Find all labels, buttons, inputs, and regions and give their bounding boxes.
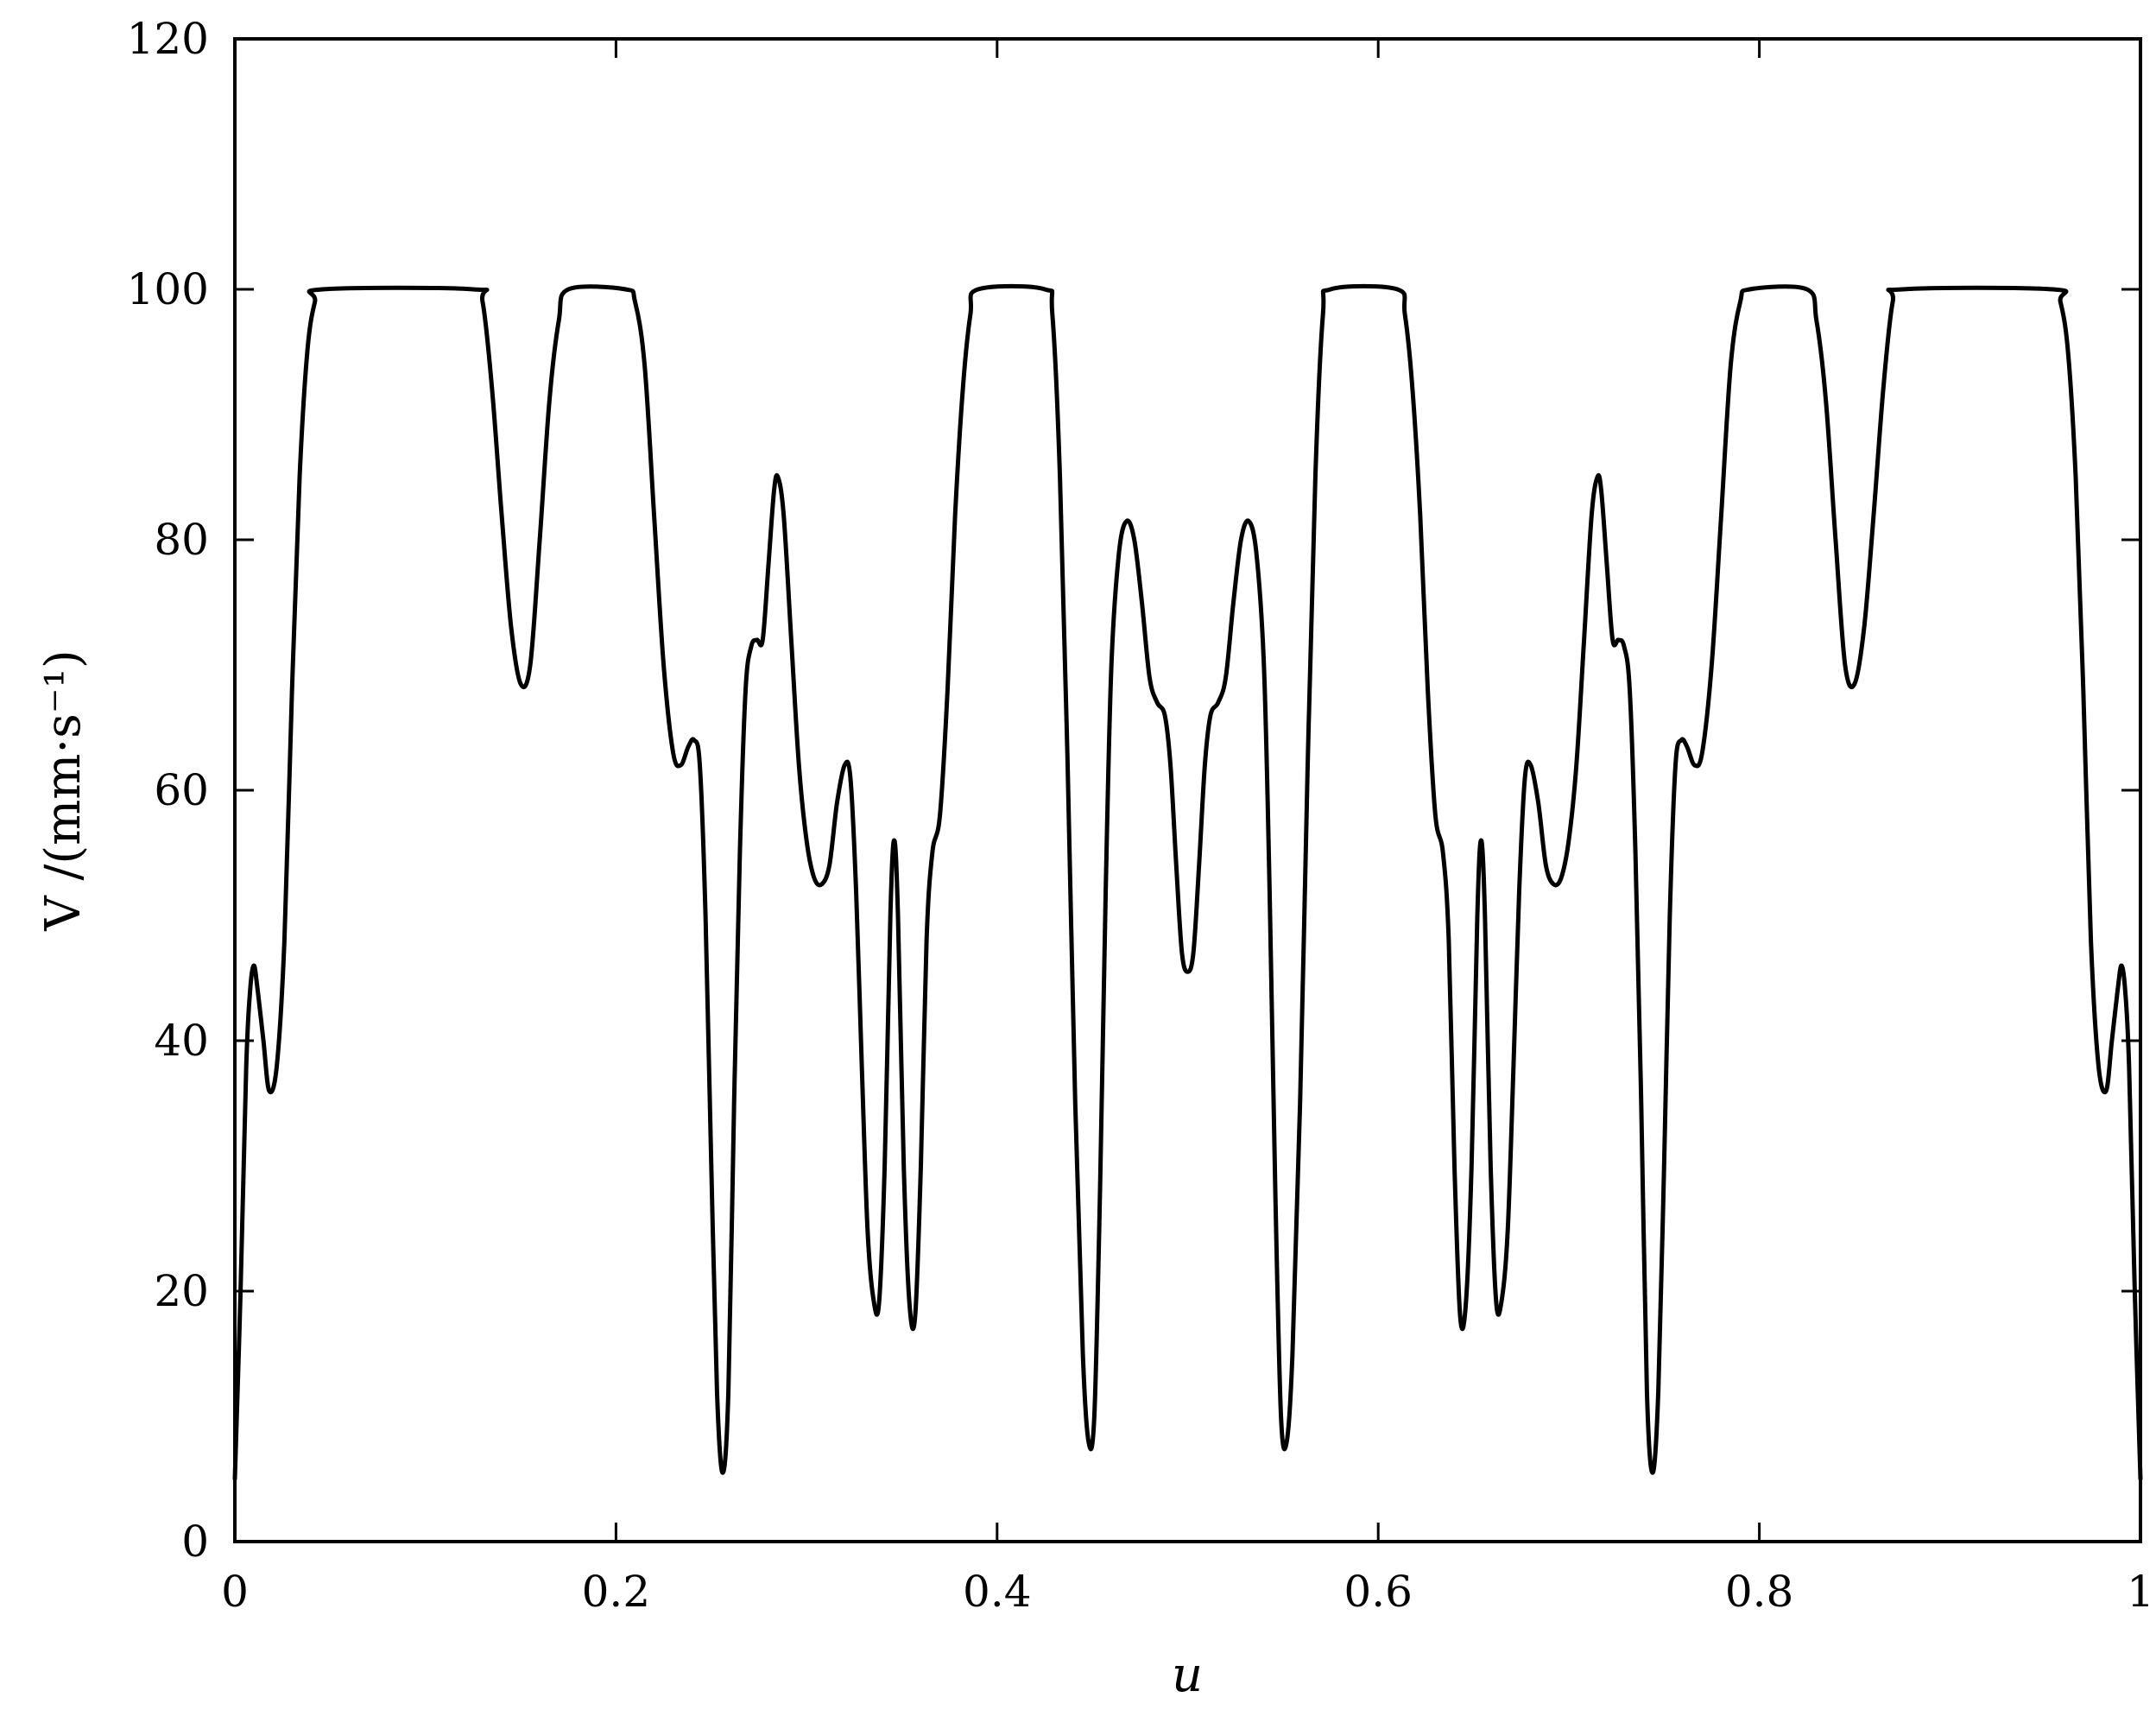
x-tick-label: 0 xyxy=(221,1567,249,1617)
y-axis-title: V /(mm·s⁻¹) xyxy=(35,649,92,932)
x-tick-label: 0.2 xyxy=(582,1567,651,1617)
x-tick-label: 0.8 xyxy=(1725,1567,1794,1617)
y-tick-label: 0 xyxy=(181,1517,209,1567)
y-tick-label: 100 xyxy=(127,264,209,314)
plot-frame xyxy=(233,37,2142,1543)
y-tick-label: 120 xyxy=(127,14,209,64)
x-axis-title: u xyxy=(1172,1647,1203,1703)
x-tick-label: 0.4 xyxy=(963,1567,1032,1617)
axis-ticks xyxy=(233,37,2142,1543)
y-tick-label: 40 xyxy=(154,1016,209,1066)
y-tick-label: 20 xyxy=(154,1266,209,1316)
series-line-0 xyxy=(232,283,2143,1481)
y-tick-label: 80 xyxy=(154,515,209,565)
y-tick-labels: 0 20 40 60 80 100 120 xyxy=(127,14,209,1567)
x-tick-labels: 0 0.2 0.4 0.6 0.8 1 xyxy=(221,1567,2154,1617)
y-tick-label: 60 xyxy=(154,765,209,815)
x-tick-label: 0.6 xyxy=(1344,1567,1413,1617)
x-tick-label: 1 xyxy=(2127,1567,2154,1617)
series-layer xyxy=(232,283,2143,1481)
